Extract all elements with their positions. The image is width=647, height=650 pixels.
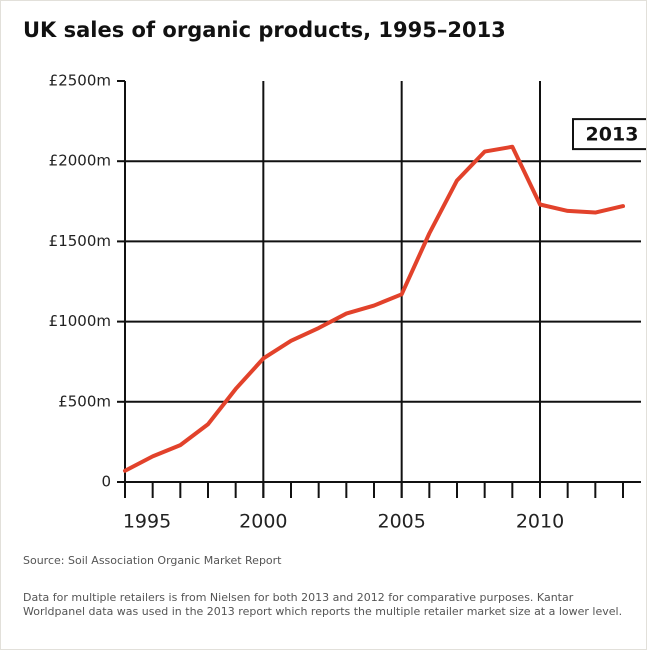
x-tick-label: 2000 <box>239 511 287 533</box>
y-tick-label: £1500m <box>49 232 111 250</box>
line-series <box>123 144 625 473</box>
annotation-box <box>572 118 647 151</box>
x-tick-label: 2005 <box>377 511 425 533</box>
footnote: Data for multiple retailers is from Niel… <box>23 591 623 618</box>
y-tick-label: 0 <box>101 473 111 491</box>
annotation: 2013 <box>586 124 639 146</box>
y-tick-label: £2000m <box>49 152 111 170</box>
source: Source: Soil Association Organic Market … <box>23 554 282 567</box>
chart: UK sales of organic products, 1995–2013 … <box>23 18 647 533</box>
x-tick-label: 2010 <box>516 511 564 533</box>
x-tick-label: 1995 <box>123 511 171 533</box>
y-tick-label: £2500m <box>49 72 111 90</box>
y-tick-label: £500m <box>58 392 111 410</box>
y-tick-label: £1000m <box>49 312 111 330</box>
chart-title: UK sales of organic products, 1995–2013 <box>23 18 506 42</box>
